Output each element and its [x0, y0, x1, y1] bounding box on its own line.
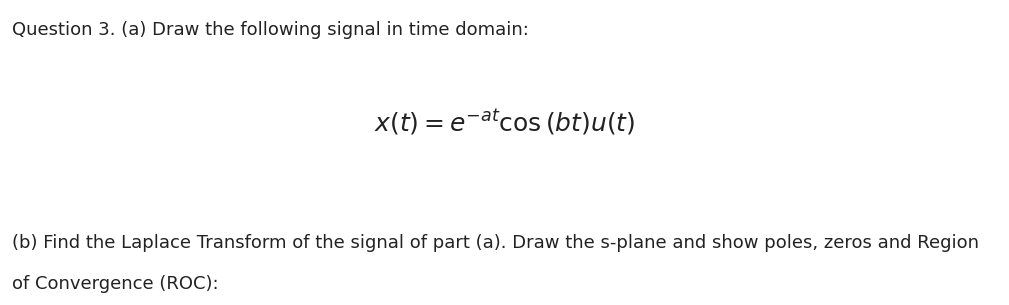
Text: of Convergence (ROC):: of Convergence (ROC):	[12, 275, 219, 293]
Text: $x(t) = e^{-at}\mathrm{cos}\,(bt)u(t)$: $x(t) = e^{-at}\mathrm{cos}\,(bt)u(t)$	[374, 107, 635, 137]
Text: Question 3. (a) Draw the following signal in time domain:: Question 3. (a) Draw the following signa…	[12, 21, 529, 39]
Text: (b) Find the Laplace Transform of the signal of part (a). Draw the s-plane and s: (b) Find the Laplace Transform of the si…	[12, 234, 979, 252]
